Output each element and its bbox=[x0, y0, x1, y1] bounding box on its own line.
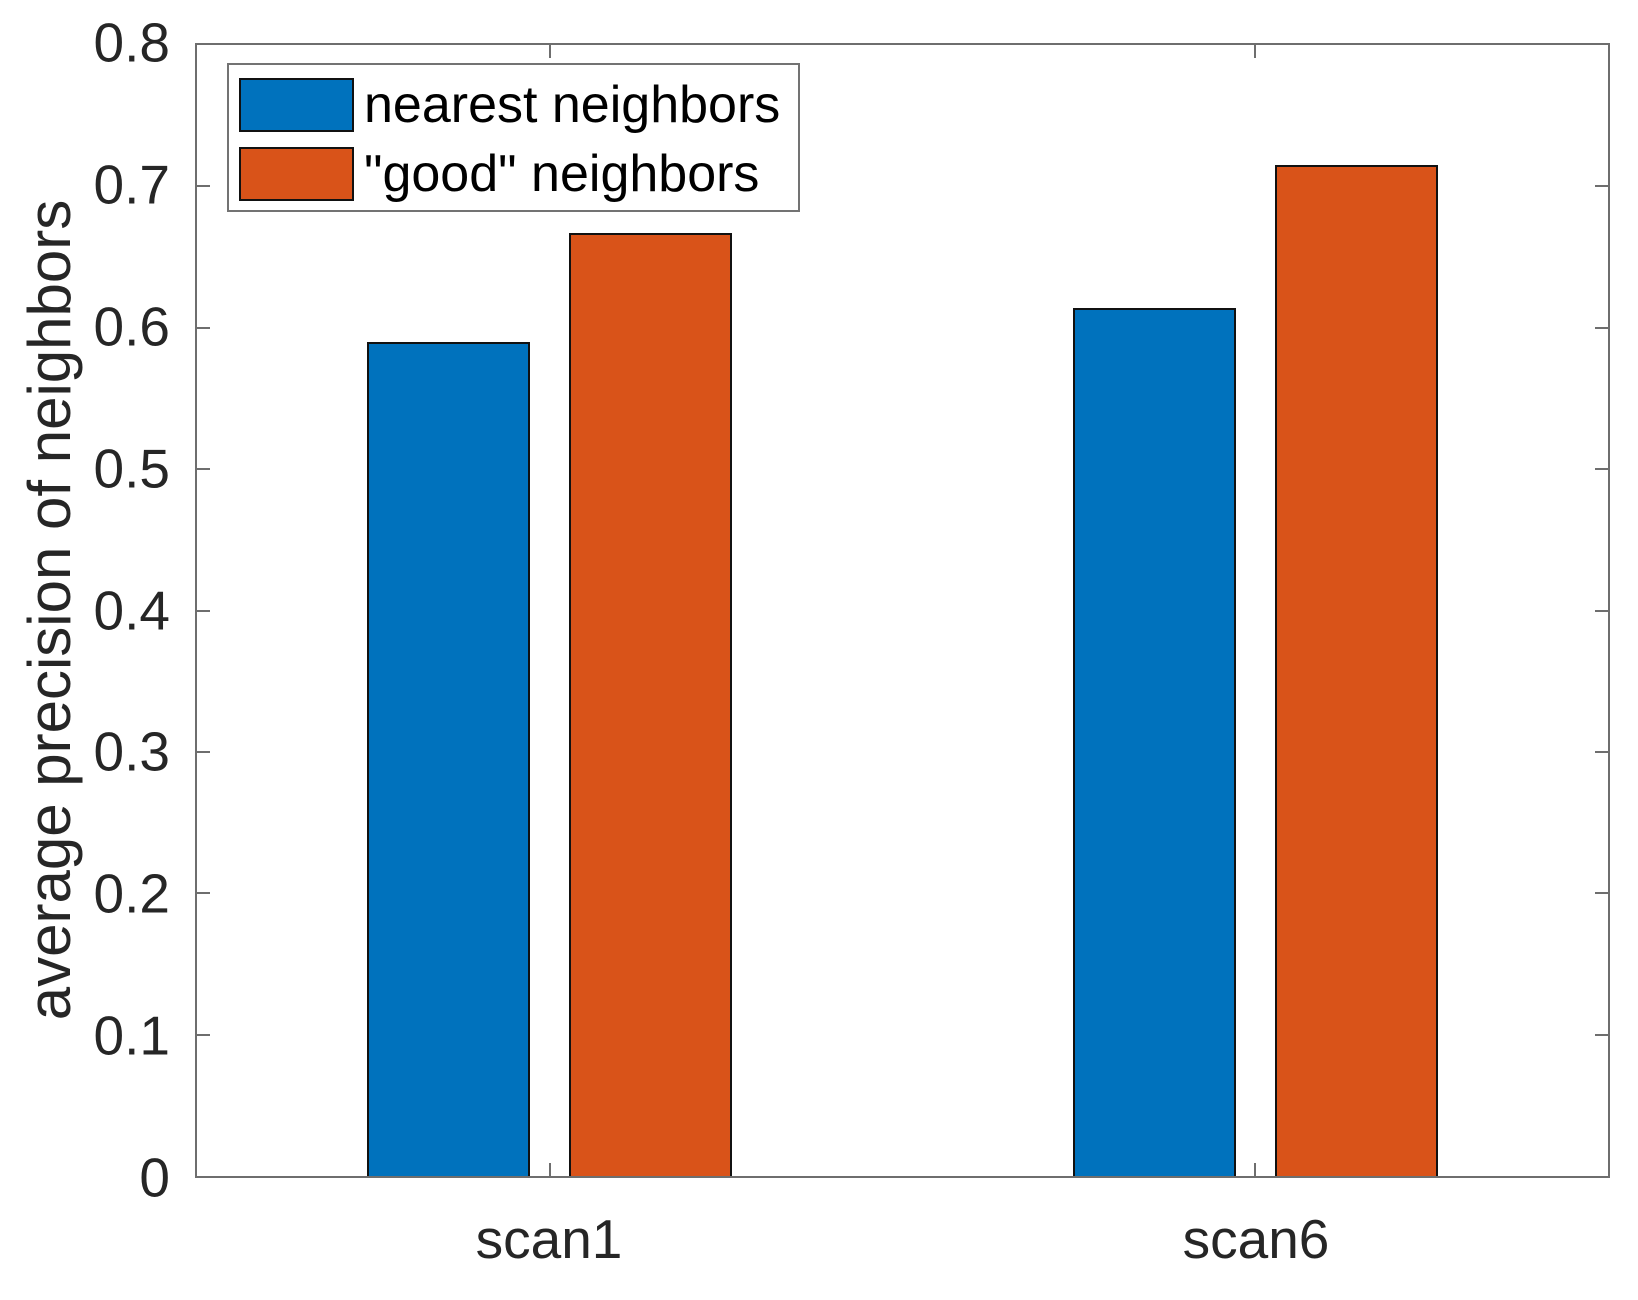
legend-label: nearest neighbors bbox=[364, 76, 781, 134]
y-tick-label: 0.7 bbox=[93, 153, 170, 216]
bar-scan1-series0 bbox=[367, 342, 530, 1176]
x-category-label: scan1 bbox=[475, 1208, 623, 1270]
y-tick-mark bbox=[197, 892, 210, 894]
y-tick-label: 0.1 bbox=[93, 1004, 170, 1067]
y-tick-label: 0 bbox=[139, 1146, 170, 1209]
y-axis-tick-labels: 0 0.1 0.2 0.3 0.4 0.5 0.6 0.7 0.8 bbox=[0, 15, 170, 1205]
x-category-label: scan6 bbox=[1182, 1208, 1330, 1270]
legend-item-nearest-neighbors: nearest neighbors bbox=[239, 78, 788, 132]
x-axis-tick-labels: scan1 scan6 bbox=[195, 1212, 1610, 1282]
y-tick-mark bbox=[197, 610, 210, 612]
y-tick-mark bbox=[1595, 610, 1608, 612]
y-tick-label: 0.8 bbox=[93, 11, 170, 74]
plot-area bbox=[195, 43, 1610, 1178]
y-tick-label: 0.2 bbox=[93, 862, 170, 925]
y-tick-mark bbox=[197, 327, 210, 329]
bar-scan1-series1 bbox=[569, 233, 732, 1176]
x-tick-mark bbox=[1254, 1163, 1256, 1176]
y-tick-mark bbox=[197, 468, 210, 470]
y-tick-mark bbox=[1595, 1034, 1608, 1036]
y-tick-mark bbox=[197, 751, 210, 753]
legend-swatch-blue bbox=[239, 78, 354, 132]
y-tick-label: 0.4 bbox=[93, 579, 170, 642]
y-tick-mark bbox=[1595, 327, 1608, 329]
y-tick-mark bbox=[197, 185, 210, 187]
y-tick-label: 0.3 bbox=[93, 720, 170, 783]
y-tick-label: 0.6 bbox=[93, 295, 170, 358]
y-tick-mark bbox=[1595, 468, 1608, 470]
legend-label: "good" neighbors bbox=[364, 145, 760, 203]
y-tick-mark bbox=[1595, 185, 1608, 187]
y-tick-mark bbox=[1595, 751, 1608, 753]
legend-swatch-orange bbox=[239, 147, 354, 201]
x-tick-mark bbox=[549, 45, 551, 58]
y-tick-mark bbox=[197, 1034, 210, 1036]
x-tick-mark bbox=[1254, 45, 1256, 58]
y-tick-label: 0.5 bbox=[93, 437, 170, 500]
y-tick-mark bbox=[1595, 892, 1608, 894]
bar-scan6-series0 bbox=[1073, 308, 1236, 1176]
legend: nearest neighbors "good" neighbors bbox=[227, 63, 800, 212]
legend-item-good-neighbors: "good" neighbors bbox=[239, 147, 788, 201]
bar-scan6-series1 bbox=[1275, 165, 1438, 1176]
x-tick-mark bbox=[549, 1163, 551, 1176]
